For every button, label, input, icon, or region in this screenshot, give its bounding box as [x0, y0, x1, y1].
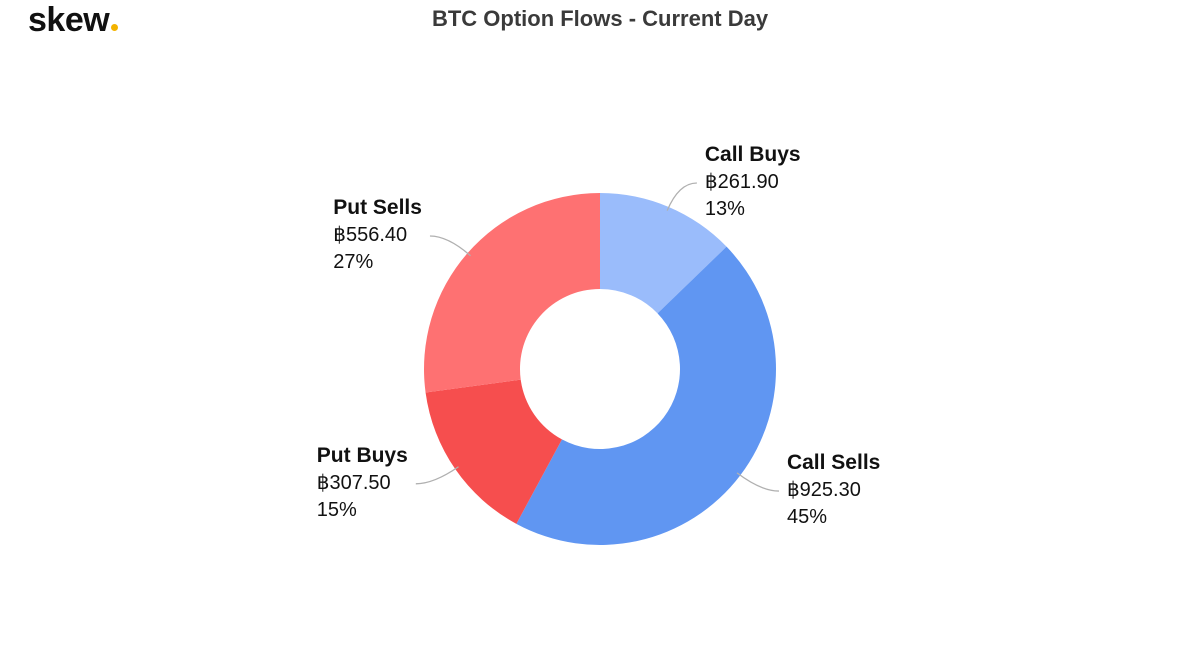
data-label-put-buys: Put Buys ฿307.50 15%: [317, 444, 408, 521]
data-label-call-sells: Call Sells ฿925.30 45%: [787, 451, 880, 528]
connector-call-buys: [666, 182, 697, 211]
connector-call-sells: [736, 472, 779, 492]
data-labels: Call Buys ฿261.90 13% Call Sells ฿925.30 45% P…: [317, 143, 881, 528]
slice-call-sells[interactable]: [516, 246, 776, 545]
label-name-call-buys: Call Buys: [705, 143, 801, 166]
brand-logo: skew: [28, 0, 119, 40]
label-value-put-buys: ฿307.50: [317, 472, 391, 494]
label-percent-call-sells: 45%: [787, 506, 827, 528]
label-value-call-sells: ฿925.30: [787, 479, 861, 501]
connector-put-buys: [415, 466, 459, 485]
label-percent-put-buys: 15%: [317, 499, 357, 521]
chart-title: BTC Option Flows - Current Day: [431, 6, 769, 31]
label-value-put-sells: ฿556.40: [333, 224, 407, 246]
brand-name: skew: [28, 1, 110, 39]
label-value-call-buys: ฿261.90: [705, 171, 779, 193]
data-label-call-buys: Call Buys ฿261.90 13%: [705, 143, 801, 220]
label-percent-put-sells: 27%: [333, 251, 373, 273]
slice-put-sells[interactable]: [424, 193, 600, 393]
label-name-put-sells: Put Sells: [333, 196, 422, 219]
connector-put-sells: [429, 235, 471, 257]
brand-dot-icon: [111, 24, 119, 31]
label-percent-call-buys: 13%: [705, 198, 745, 220]
slice-put-buys[interactable]: [425, 379, 562, 524]
data-label-put-sells: Put Sells ฿556.40 27%: [333, 196, 422, 273]
donut-slices: [424, 193, 776, 545]
label-connectors: [415, 182, 779, 492]
label-name-put-buys: Put Buys: [317, 444, 408, 467]
label-name-call-sells: Call Sells: [787, 451, 880, 474]
slice-call-buys[interactable]: [600, 193, 727, 314]
